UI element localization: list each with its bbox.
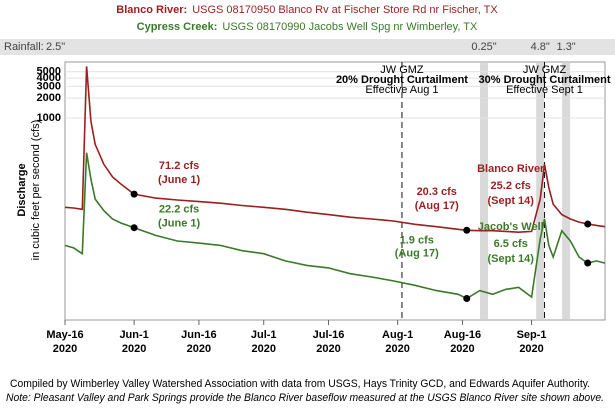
callout-date: (Aug 17) xyxy=(395,247,439,259)
y-tick-label: 3000 xyxy=(37,80,61,92)
x-tick-label: Aug-1 2020 xyxy=(382,329,413,355)
x-tick-label: Jun-16 2020 xyxy=(181,329,216,355)
curtailment-text: JW GMZ xyxy=(523,64,567,76)
title-line-2: Cypress Creek: USGS 08170990 Jacobs Well … xyxy=(137,21,478,33)
x-tick-label-line: 2020 xyxy=(316,343,340,355)
callout-point xyxy=(584,220,592,228)
callout-point xyxy=(463,294,471,302)
rain-band xyxy=(480,62,489,320)
callout-value: 20.3 cfs xyxy=(417,186,457,198)
rain-amount: 4.8" xyxy=(531,41,550,53)
x-tick-label-line: Aug-16 xyxy=(444,329,481,341)
plot-area xyxy=(64,61,606,321)
series-line xyxy=(64,66,606,234)
title-river: Blanco River: xyxy=(116,4,187,16)
x-tick-label-line: Jun-16 xyxy=(181,329,216,341)
x-tick-label-line: Jun-1 xyxy=(119,329,148,341)
callout-date: (Aug 17) xyxy=(415,200,459,212)
x-tick-label-line: Aug-1 xyxy=(382,329,413,341)
x-tick-label-line: 2020 xyxy=(53,343,77,355)
curtailment-text: Effective Sept 1 xyxy=(506,84,583,96)
x-tick-label-line: 2020 xyxy=(519,343,543,355)
title-site: USGS 08170950 Blanco Rv at Fischer Store… xyxy=(192,4,498,16)
curtailment-text: Effective Aug 1 xyxy=(365,84,438,96)
curtailment-text: JW GMZ xyxy=(380,64,424,76)
x-tick-label-line: 2020 xyxy=(187,343,211,355)
x-tick-label-line: 2020 xyxy=(251,343,275,355)
x-tick-label: Sep-1 2020 xyxy=(517,329,547,355)
x-tick-label: Jun-1 2020 xyxy=(119,329,148,355)
callout-point xyxy=(584,259,592,267)
x-tick-label: Jul-16 2020 xyxy=(313,329,345,355)
callout-point xyxy=(130,224,138,232)
curtailment-text: 20% Drought Curtailment xyxy=(336,74,468,86)
title-line-1: Blanco River: USGS 08170950 Blanco Rv at … xyxy=(116,4,498,16)
rainfall-strip xyxy=(0,39,615,55)
title-site: USGS 08170990 Jacobs Well Spg nr Wimberl… xyxy=(222,21,478,33)
curtailment-text: 30% Drought Curtailment xyxy=(479,74,611,86)
rainfall-label: Rainfall: xyxy=(4,41,44,53)
callout-value: 25.2 cfs xyxy=(491,180,531,192)
callout-value: 1.9 cfs xyxy=(400,234,434,246)
x-tick-label-line: Jul-16 xyxy=(313,329,345,341)
x-tick-label-line: 2020 xyxy=(385,343,409,355)
x-tick-label-line: Jul-1 xyxy=(251,329,277,341)
callout-value: 6.5 cfs xyxy=(494,238,528,250)
title-river: Cypress Creek: xyxy=(137,21,218,33)
callout-point xyxy=(130,190,138,198)
callout-date: (June 1) xyxy=(158,218,201,230)
callout-date: (June 1) xyxy=(158,174,201,186)
x-tick-label-line: 2020 xyxy=(450,343,474,355)
callout-date: (Sept 14) xyxy=(487,195,534,207)
y-axis-label: Discharge xyxy=(16,163,28,216)
x-tick-label-line: 2020 xyxy=(122,343,146,355)
x-tick-label-line: Sep-1 xyxy=(517,329,547,341)
rainfall-amount: 2.5" xyxy=(46,41,65,53)
x-tick-label-line: May-16 xyxy=(46,329,83,341)
rain-amount: 1.3" xyxy=(557,41,576,53)
series-line xyxy=(64,152,606,300)
footer-note: Note: Pleasant Valley and Park Springs p… xyxy=(6,392,604,404)
y-tick-label: 4000 xyxy=(37,72,61,84)
y-axis-sublabel: in cubic feet per second (cfs) xyxy=(30,120,42,261)
rain-band xyxy=(536,62,545,320)
callout-date: (Sept 14) xyxy=(487,253,534,265)
x-tick-label: Aug-16 2020 xyxy=(444,329,481,355)
callout-point xyxy=(463,226,471,234)
callout-value: 71.2 cfs xyxy=(159,160,199,172)
y-tick-label: 5000 xyxy=(37,66,61,78)
y-tick-label: 1000 xyxy=(37,112,61,124)
y-tick-label: 2000 xyxy=(37,92,61,104)
callout-name: Jacob's Well xyxy=(478,221,544,233)
footer-credit: Compiled by Wimberley Valley Watershed A… xyxy=(10,378,590,390)
callout-value: 22.2 cfs xyxy=(159,204,199,216)
callout-name: Blanco River xyxy=(477,163,545,175)
x-tick-label: May-16 2020 xyxy=(46,329,83,355)
rain-band xyxy=(562,62,571,320)
rain-amount: 0.25" xyxy=(471,41,496,53)
x-tick-label: Jul-1 2020 xyxy=(251,329,277,355)
